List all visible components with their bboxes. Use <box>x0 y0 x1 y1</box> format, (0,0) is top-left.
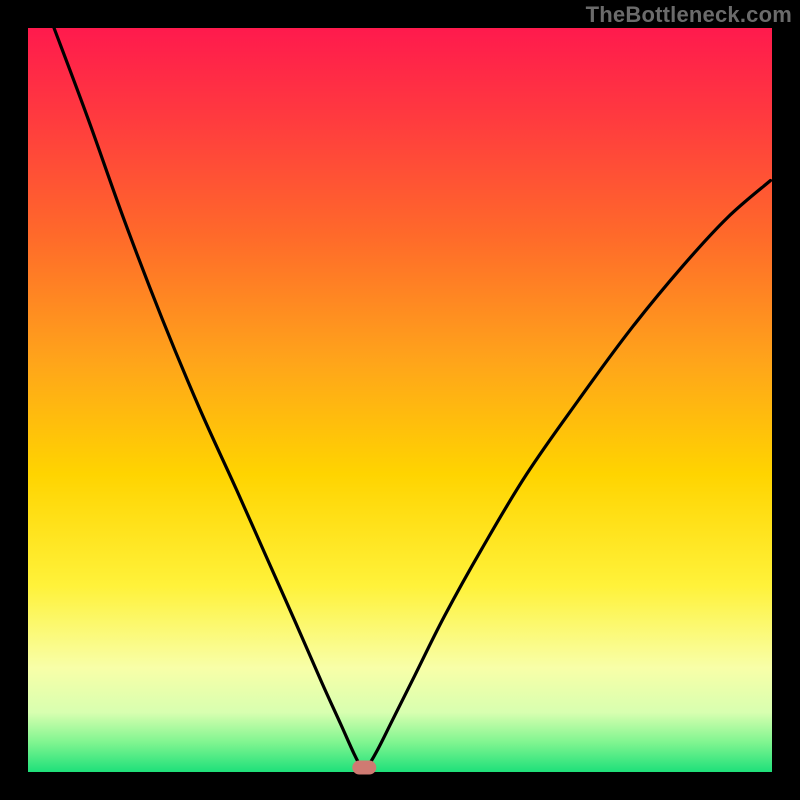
watermark-text: TheBottleneck.com <box>586 2 792 28</box>
chart-stage: TheBottleneck.com <box>0 0 800 800</box>
chart-svg <box>0 0 800 800</box>
plot-gradient-area <box>28 28 772 772</box>
notch-marker <box>352 761 376 775</box>
